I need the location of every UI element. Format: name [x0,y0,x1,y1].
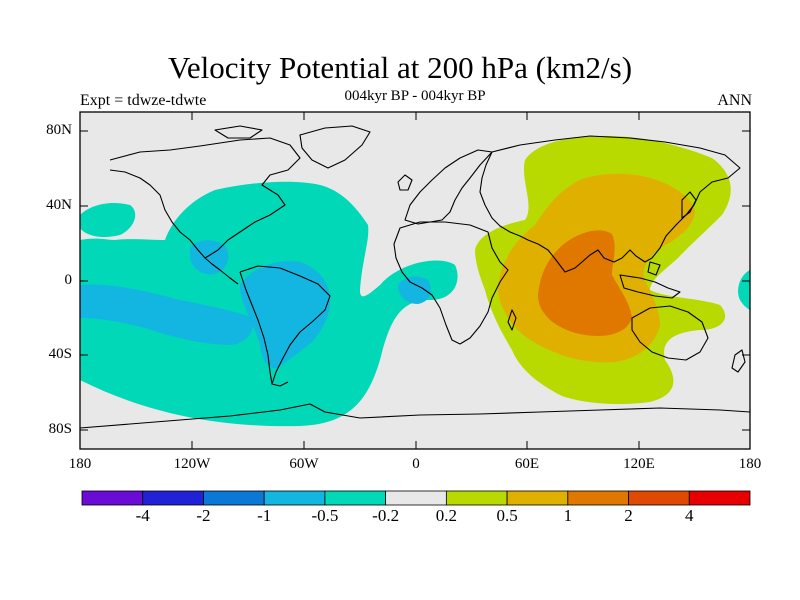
colorbar-box [506,490,569,506]
longitude-ticks [79,112,751,449]
map-field [80,112,750,449]
lat-label-80s: 80S [48,421,72,437]
map-title: Velocity Potential at 200 hPa (km2/s) [167,50,633,85]
lon-label-60w: 60W [289,456,319,472]
negative-region-teal-east [738,270,750,310]
colorbar-label: -2 [196,506,211,525]
season-label: ANN [717,92,752,109]
experiment-label: Expt = tdwze-tdwte [80,92,207,109]
colorbar [81,490,751,506]
colorbar-label: -0.2 [372,506,400,525]
lon-label-120w: 120W [173,456,211,472]
colorbar-box [142,490,204,506]
latitude-ticks [80,130,750,431]
colorbar-box [628,490,690,506]
lon-label-180e: 180 [738,456,762,472]
coastlines [80,125,750,429]
negative-core-cyan-africa [398,276,431,304]
lon-label-60e: 60E [514,456,540,472]
colorbar-box [445,490,508,506]
colorbar-box [203,490,265,506]
colorbar-box [263,490,326,506]
negative-region-teal-north [80,203,136,238]
colorbar-label: 2 [624,506,633,525]
colorbar-label: -4 [135,506,150,525]
map-subtitle: 004kyr BP - 004kyr BP [344,88,486,104]
lon-label-180w: 180 [68,456,92,472]
lat-label-40n: 40N [46,197,72,213]
colorbar-box [567,490,629,506]
colorbar-label: 1 [563,506,573,525]
lat-label-80n: 80N [46,122,72,138]
colorbar-label: 4 [685,506,694,525]
colorbar-box [385,490,447,506]
colorbar-label: -0.5 [311,506,339,525]
colorbar-label: 0.2 [435,506,457,525]
lon-label-0: 0 [412,456,420,472]
positive-core-orange [538,230,632,336]
colorbar-label: 0.5 [496,506,518,525]
colorbar-box [688,490,751,506]
negative-core-cyan-samerica [240,261,330,369]
colorbar-label: -1 [257,506,272,525]
colorbar-box [81,490,144,506]
lat-label-40s: 40S [48,346,72,362]
colorbar-box [324,490,387,506]
negative-core-cyan-pacific [80,284,254,345]
lat-label-0: 0 [64,272,73,288]
lon-label-120e: 120E [623,456,655,472]
